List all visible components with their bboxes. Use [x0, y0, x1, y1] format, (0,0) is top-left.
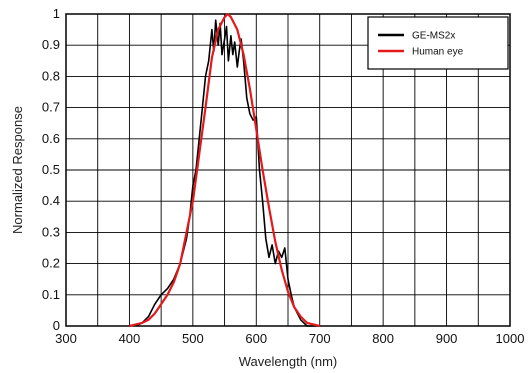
y-tick-label: 0.4 [42, 193, 60, 208]
y-tick-label: 0 [53, 318, 60, 333]
x-tick-label: 1000 [496, 331, 525, 346]
y-tick-label: 0.7 [42, 100, 60, 115]
tick-labels: 300 400 500 600 700 800 900 1000 0 0.1 0.2 0.3 0.4 0.… [42, 6, 525, 346]
y-tick-label: 0.6 [42, 131, 60, 146]
x-tick-label: 700 [309, 331, 331, 346]
legend: GE-MS2x Human eye [367, 16, 509, 70]
legend-label: GE-MS2x [412, 31, 455, 42]
y-tick-label: 1 [53, 6, 60, 21]
series-lines [129, 12, 320, 328]
x-tick-label: 400 [119, 331, 141, 346]
y-tick-label: 0.2 [42, 256, 60, 271]
x-tick-label: 800 [372, 331, 394, 346]
y-tick-label: 0.9 [42, 37, 60, 52]
x-tick-label: 900 [436, 331, 458, 346]
y-tick-label: 0.1 [42, 287, 60, 302]
y-tick-label: 0.5 [42, 162, 60, 177]
series-line-human-eye [129, 12, 320, 328]
series-line-ge-ms2x [135, 19, 320, 327]
y-tick-label: 0.3 [42, 224, 60, 239]
y-axis-title: Normalized Response [10, 106, 25, 234]
x-axis-title: Wavelength (nm) [239, 354, 338, 369]
x-tick-label: 300 [55, 331, 77, 346]
legend-box [367, 16, 509, 70]
x-tick-label: 600 [245, 331, 267, 346]
x-tick-label: 500 [182, 331, 204, 346]
plot-frame [65, 13, 511, 327]
legend-label: Human eye [412, 47, 464, 58]
y-tick-label: 0.8 [42, 68, 60, 83]
